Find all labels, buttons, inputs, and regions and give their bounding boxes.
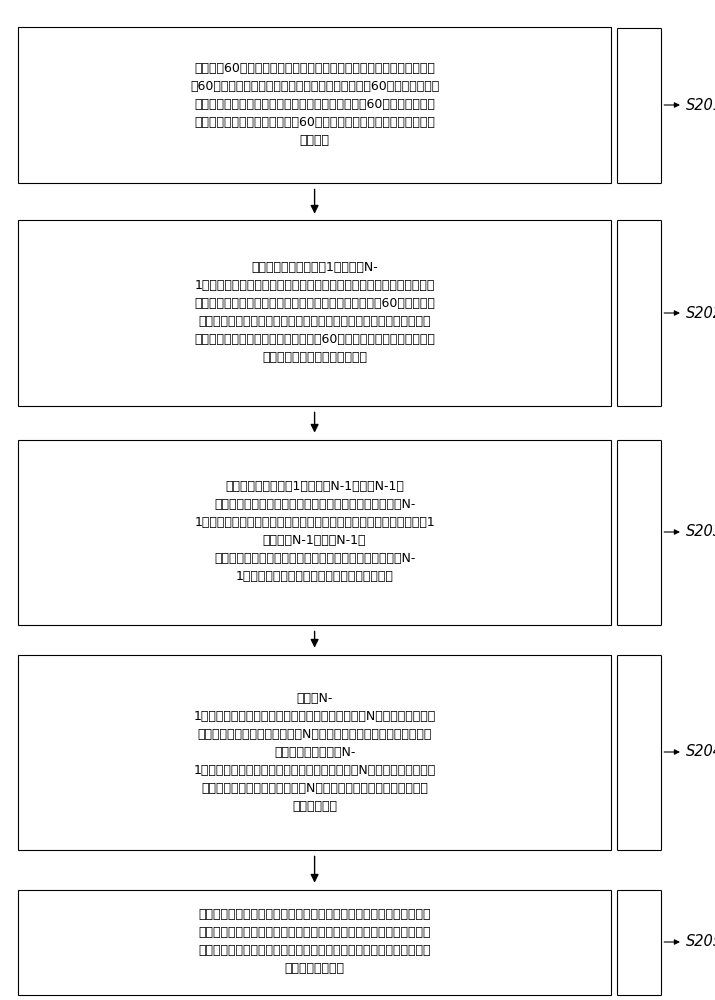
Text: 1分钟内各自的风电场公共耦合点的有功功率的最大值和最小值，其中，: 1分钟内各自的风电场公共耦合点的有功功率的最大值和最小值，其中， bbox=[194, 279, 435, 292]
Text: 第二最大值；计算前N-: 第二最大值；计算前N- bbox=[274, 746, 355, 758]
Bar bbox=[18, 27, 611, 182]
Text: 的风电场公共耦合点的有功功率: 的风电场公共耦合点的有功功率 bbox=[262, 351, 367, 364]
Text: 取风电场有功功率的第一最大值和风电场有功功率的第二最大值中最小: 取风电场有功功率的第一最大值和风电场有功功率的第二最大值中最小 bbox=[198, 908, 431, 922]
Bar bbox=[18, 221, 611, 406]
Text: 1分钟内风电场公共耦合点的有功功率的最小值与前N分钟预设的第二有: 1分钟内风电场公共耦合点的有功功率的最小值与前N分钟预设的第二有 bbox=[194, 710, 435, 722]
Bar bbox=[18, 654, 611, 850]
Text: 1分钟内风电场公共耦合点的有功功率的最小值: 1分钟内风电场公共耦合点的有功功率的最小值 bbox=[236, 570, 393, 583]
Text: 率最大变化限值之差作为所述前N分钟内允许调节的风电场有功功率: 率最大变化限值之差作为所述前N分钟内允许调节的风电场有功功率 bbox=[201, 782, 428, 794]
Text: 获取第二预设时间内第1分钟至第N-: 获取第二预设时间内第1分钟至第N- bbox=[251, 261, 378, 274]
Text: S201: S201 bbox=[686, 98, 715, 112]
Text: 风电场有功功率的第一最大值；将第一有功功率与前60秒预设的第一有: 风电场有功功率的第一最大值；将第一有功功率与前60秒预设的第一有 bbox=[194, 99, 435, 111]
Text: S202: S202 bbox=[686, 306, 715, 320]
Text: 前60秒预设的第一有功功率最大变化限值之和作为前60秒内允许调节的: 前60秒预设的第一有功功率最大变化限值之和作为前60秒内允许调节的 bbox=[190, 81, 439, 94]
Text: 的第二最小值: 的第二最小值 bbox=[292, 800, 337, 812]
Text: S205: S205 bbox=[686, 934, 715, 950]
Text: 公共耦合点的有功功率的最小值为各自60秒内基于设定时间采集的最小: 公共耦合点的有功功率的最小值为各自60秒内基于设定时间采集的最小 bbox=[194, 333, 435, 346]
Text: 场有功功率最小值: 场有功功率最小值 bbox=[285, 962, 345, 976]
Text: 风电场公共耦合点的有功功率的最小值中最小的值作为前N-: 风电场公共耦合点的有功功率的最小值中最小的值作为前N- bbox=[214, 552, 415, 566]
Text: 每一分钟的风电场公共耦合点的有功功率的最大值为各自60秒内基于设: 每一分钟的风电场公共耦合点的有功功率的最大值为各自60秒内基于设 bbox=[194, 297, 435, 310]
Text: 获取向前60秒的风电场公共耦合点的第一有功功率，将第一有功功率与: 获取向前60秒的风电场公共耦合点的第一有功功率，将第一有功功率与 bbox=[194, 62, 435, 76]
Text: 1分钟内风电场公共耦合点的有功功率的最大值；取第二预设时间内第1: 1分钟内风电场公共耦合点的有功功率的最大值；取第二预设时间内第1 bbox=[194, 516, 435, 529]
Text: 1分钟内风电场公共耦合点的有功功率的最大值前N分钟预设的第二有功: 1分钟内风电场公共耦合点的有功功率的最大值前N分钟预设的第二有功 bbox=[194, 764, 435, 776]
Text: 计算前N-: 计算前N- bbox=[297, 692, 332, 704]
Bar bbox=[18, 440, 611, 624]
Text: 功功率最大变化限值之和作为前N分钟内允许调节的风电场有功功率的: 功功率最大变化限值之和作为前N分钟内允许调节的风电场有功功率的 bbox=[197, 728, 432, 740]
Text: 风电场公共耦合点的有功功率的最大值中最大的值作为前N-: 风电场公共耦合点的有功功率的最大值中最大的值作为前N- bbox=[214, 498, 415, 512]
Text: 一最小值: 一最小值 bbox=[300, 134, 330, 147]
Text: 取第二预设时间内第1分钟至第N-1分钟的N-1个: 取第二预设时间内第1分钟至第N-1分钟的N-1个 bbox=[225, 481, 404, 493]
Text: 功功率最大变化限值之差作为前60秒内允许调节的风电场有功功率的第: 功功率最大变化限值之差作为前60秒内允许调节的风电场有功功率的第 bbox=[194, 116, 435, 129]
Text: 分钟至第N-1分钟的N-1个: 分钟至第N-1分钟的N-1个 bbox=[263, 534, 366, 548]
Text: 最小值和风电场有功功率的第二最小值中最大的值作为允许调节的风电: 最小值和风电场有功功率的第二最小值中最大的值作为允许调节的风电 bbox=[198, 944, 431, 958]
Text: S204: S204 bbox=[686, 744, 715, 760]
Text: S203: S203 bbox=[686, 524, 715, 540]
Text: 的值作为允许调节的风电场有功功率最大值；取风电场有功功率的第一: 的值作为允许调节的风电场有功功率最大值；取风电场有功功率的第一 bbox=[198, 926, 431, 940]
Text: 定时间采集的最大的风电场公共耦合点的有功功率，每一分钟的风电场: 定时间采集的最大的风电场公共耦合点的有功功率，每一分钟的风电场 bbox=[198, 315, 431, 328]
Bar bbox=[18, 890, 611, 994]
